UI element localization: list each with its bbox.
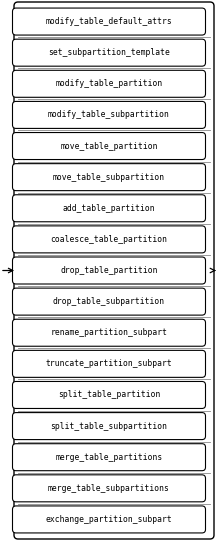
Text: merge_table_partitions: merge_table_partitions bbox=[55, 453, 163, 461]
Text: split_table_subpartition: split_table_subpartition bbox=[51, 421, 167, 431]
FancyBboxPatch shape bbox=[13, 257, 205, 284]
FancyBboxPatch shape bbox=[13, 444, 205, 471]
FancyBboxPatch shape bbox=[13, 506, 205, 533]
Text: coalesce_table_partition: coalesce_table_partition bbox=[51, 235, 167, 244]
FancyBboxPatch shape bbox=[13, 413, 205, 440]
Text: move_table_subpartition: move_table_subpartition bbox=[53, 173, 165, 182]
Text: drop_table_partition: drop_table_partition bbox=[60, 266, 158, 275]
FancyBboxPatch shape bbox=[13, 288, 205, 315]
FancyBboxPatch shape bbox=[13, 195, 205, 222]
FancyBboxPatch shape bbox=[13, 381, 205, 408]
FancyBboxPatch shape bbox=[14, 2, 214, 539]
Text: add_table_partition: add_table_partition bbox=[63, 204, 155, 213]
FancyBboxPatch shape bbox=[13, 163, 205, 190]
Text: merge_table_subpartitions: merge_table_subpartitions bbox=[48, 484, 170, 493]
Text: modify_table_subpartition: modify_table_subpartition bbox=[48, 110, 170, 120]
Text: modify_table_default_attrs: modify_table_default_attrs bbox=[46, 17, 172, 26]
FancyBboxPatch shape bbox=[13, 39, 205, 66]
FancyBboxPatch shape bbox=[13, 133, 205, 160]
Text: truncate_partition_subpart: truncate_partition_subpart bbox=[46, 359, 172, 368]
Text: set_subpartition_template: set_subpartition_template bbox=[48, 48, 170, 57]
Text: rename_partition_subpart: rename_partition_subpart bbox=[51, 328, 167, 337]
Text: move_table_partition: move_table_partition bbox=[60, 142, 158, 150]
FancyBboxPatch shape bbox=[13, 8, 205, 35]
Text: split_table_partition: split_table_partition bbox=[58, 391, 160, 399]
FancyBboxPatch shape bbox=[13, 475, 205, 502]
FancyBboxPatch shape bbox=[13, 319, 205, 346]
FancyBboxPatch shape bbox=[13, 351, 205, 378]
Text: exchange_partition_subpart: exchange_partition_subpart bbox=[46, 515, 172, 524]
FancyBboxPatch shape bbox=[13, 70, 205, 97]
Text: drop_table_subpartition: drop_table_subpartition bbox=[53, 297, 165, 306]
FancyBboxPatch shape bbox=[13, 226, 205, 253]
Text: modify_table_partition: modify_table_partition bbox=[55, 80, 163, 88]
FancyBboxPatch shape bbox=[13, 101, 205, 128]
